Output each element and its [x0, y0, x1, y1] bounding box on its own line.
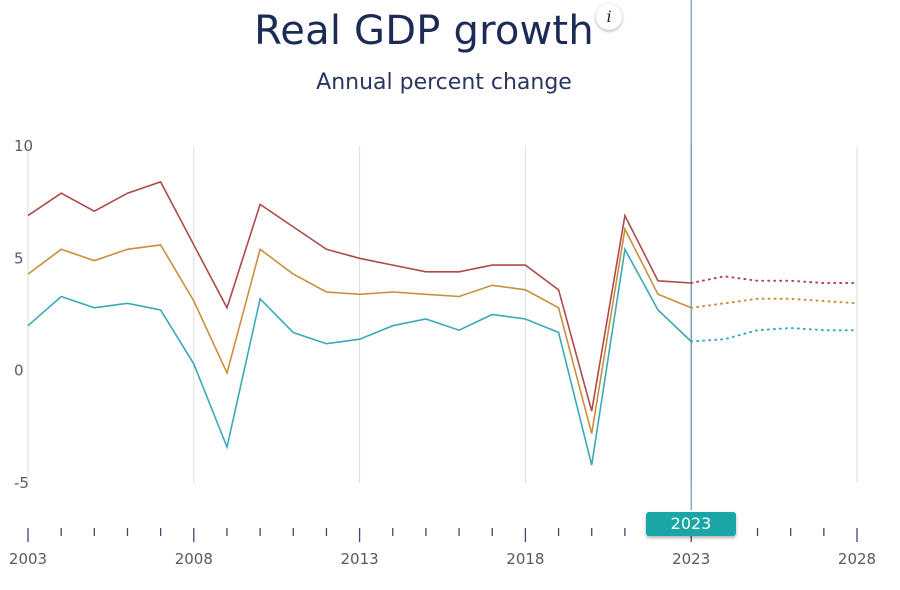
series-line-1 [27, 226, 692, 434]
chart-subtitle: Annual percent change [316, 70, 572, 95]
info-icon[interactable]: i [596, 4, 622, 30]
chart-title: Real GDP growth [254, 8, 594, 54]
selected-year-badge[interactable]: 2023 [646, 512, 736, 536]
series-line-0 [27, 180, 692, 412]
series-projection-2 [690, 326, 858, 343]
y-tick-label: 5 [14, 249, 24, 267]
y-tick-label: 10 [14, 137, 33, 155]
y-tick-label: 0 [14, 362, 24, 380]
series-projection-1 [690, 297, 858, 309]
y-tick-label: -5 [14, 474, 29, 492]
series-projection-0 [690, 275, 858, 284]
series-line-2 [27, 246, 692, 466]
x-tick-label: 2003 [9, 550, 47, 568]
x-tick-label: 2013 [341, 550, 379, 568]
x-tick-label: 2018 [506, 550, 544, 568]
x-tick-label: 2008 [175, 550, 213, 568]
x-tick-label: 2028 [838, 550, 876, 568]
x-tick-label: 2023 [672, 550, 710, 568]
